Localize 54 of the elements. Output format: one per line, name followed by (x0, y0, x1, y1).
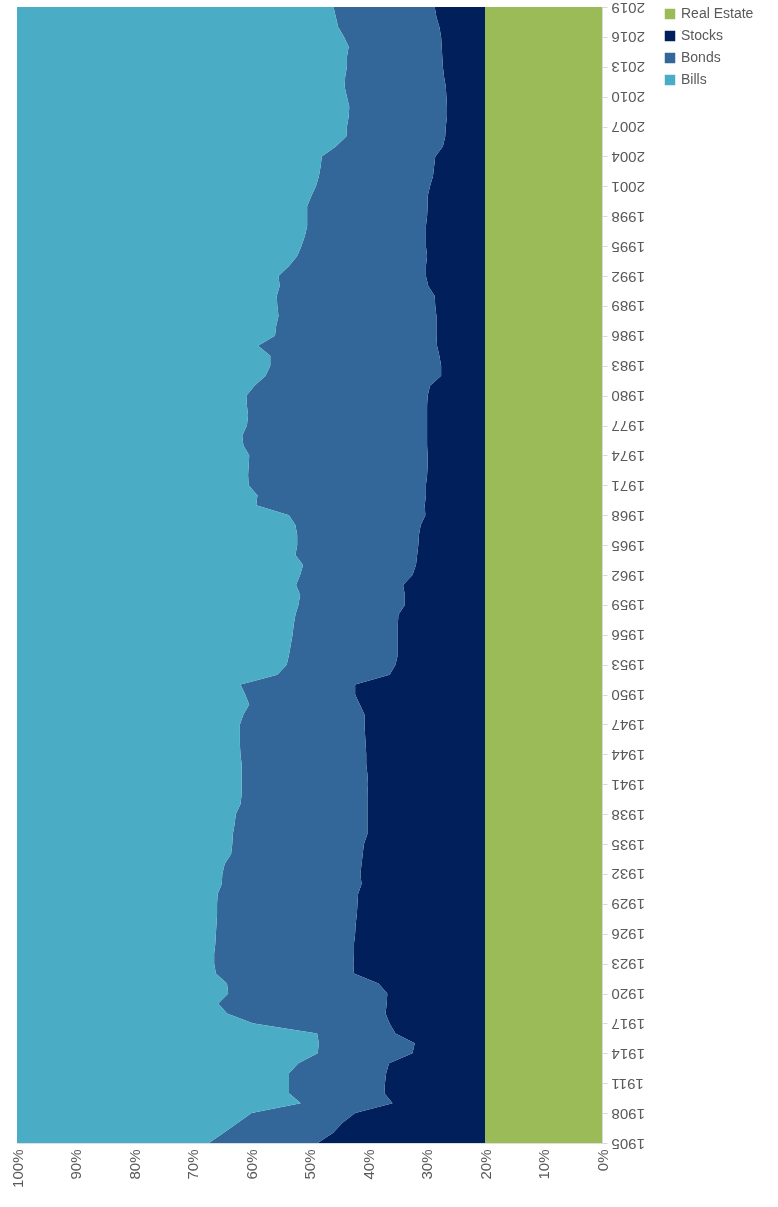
y-tick-label: 1983 (611, 358, 645, 376)
y-tick-label: 1995 (611, 238, 645, 256)
x-tick-label: 100% (8, 1149, 26, 1188)
y-tick-label: 1923 (611, 956, 645, 974)
y-tick-label: 2019 (611, 0, 645, 17)
y-tick-label: 2013 (611, 59, 645, 77)
legend-label: Bonds (681, 49, 721, 65)
x-tick-label: 80% (125, 1149, 143, 1180)
x-tick-label: 60% (242, 1149, 260, 1180)
y-tick-label: 1944 (611, 746, 645, 764)
x-tick-label: 70% (184, 1149, 201, 1180)
y-tick-label: 2010 (611, 89, 645, 107)
y-tick-label: 1959 (611, 597, 645, 615)
y-tick-label: 1917 (611, 1015, 645, 1033)
y-tick-label: 2016 (611, 29, 645, 47)
y-tick-label: 1980 (611, 388, 645, 406)
y-tick-label: 1956 (611, 627, 645, 645)
y-tick-label: 1938 (611, 806, 645, 824)
y-tick-label: 1989 (611, 298, 645, 316)
y-tick-label: 1932 (611, 866, 645, 884)
y-tick-label: 1971 (611, 477, 645, 495)
legend-label: Bills (681, 71, 707, 87)
x-tick-label: 40% (359, 1149, 377, 1180)
y-tick-label: 1935 (611, 836, 645, 854)
y-tick-label: 1953 (611, 657, 645, 675)
x-tick-label: 50% (301, 1149, 318, 1180)
y-tick-label: 1962 (611, 567, 645, 585)
y-tick-label: 2001 (611, 178, 645, 196)
y-tick-label: 1929 (611, 896, 645, 914)
y-tick-label: 1908 (611, 1105, 645, 1123)
y-tick-label: 1905 (611, 1135, 645, 1153)
y-tick-label: 1977 (611, 418, 645, 436)
legend-label: Stocks (681, 27, 724, 43)
x-tick-label: 0% (593, 1149, 611, 1172)
y-tick-label: 1947 (611, 716, 645, 734)
y-tick-label: 1911 (611, 1075, 644, 1093)
y-tick-label: 1998 (611, 208, 645, 226)
y-tick-label: 1992 (611, 268, 645, 286)
y-tick-label: 1914 (611, 1045, 645, 1063)
y-tick-label: 1974 (611, 447, 645, 465)
y-tick-label: 1920 (611, 986, 645, 1004)
x-tick-label: 20% (476, 1149, 494, 1180)
x-tick-label: 10% (535, 1149, 552, 1180)
y-tick-label: 2004 (611, 148, 645, 166)
y-tick-label: 1941 (611, 776, 645, 794)
x-tick-label: 90% (67, 1149, 84, 1180)
y-tick-label: 1926 (611, 926, 645, 944)
y-tick-label: 1950 (611, 687, 645, 705)
y-tick-label: 1968 (611, 507, 645, 525)
x-tick-label: 30% (418, 1149, 435, 1180)
legend-label: Real Estate (681, 5, 754, 21)
y-tick-label: 1986 (611, 328, 645, 346)
y-tick-label: 2007 (611, 119, 645, 137)
y-tick-label: 1965 (611, 537, 645, 555)
